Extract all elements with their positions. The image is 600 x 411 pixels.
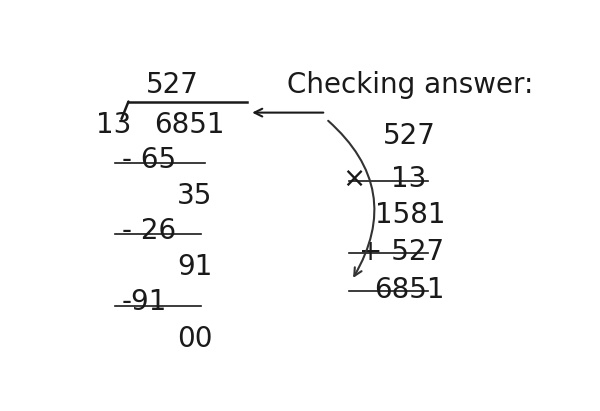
Text: 35: 35 xyxy=(178,182,212,210)
Text: 6851: 6851 xyxy=(374,276,445,304)
Text: 13: 13 xyxy=(96,111,131,139)
Text: - 65: - 65 xyxy=(121,146,176,174)
Text: -91: -91 xyxy=(121,288,167,316)
Text: 6851: 6851 xyxy=(154,111,224,139)
Text: Checking answer:: Checking answer: xyxy=(287,72,533,99)
Text: 00: 00 xyxy=(178,325,213,353)
Text: 527: 527 xyxy=(383,122,436,150)
Text: 91: 91 xyxy=(178,254,212,282)
Text: - 26: - 26 xyxy=(121,217,176,245)
Text: + 527: + 527 xyxy=(359,238,444,266)
Text: ×: × xyxy=(343,165,365,193)
Text: 1581: 1581 xyxy=(374,201,445,229)
Text: 527: 527 xyxy=(146,72,199,99)
Text: 13: 13 xyxy=(391,165,426,193)
